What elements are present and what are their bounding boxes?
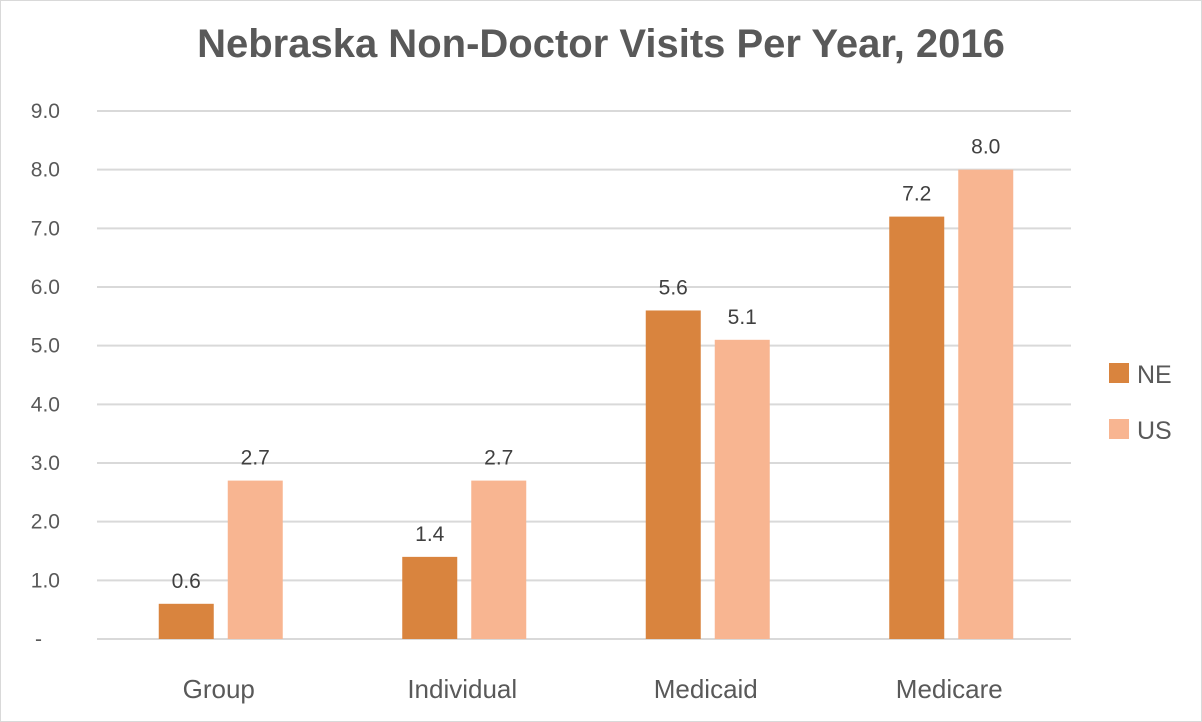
bar-ne-group — [158, 603, 214, 639]
y-tick-label: 1.0 — [31, 569, 60, 592]
y-axis: - 1.0 2.0 3.0 4.0 5.0 6.0 7.0 8.0 9.0 — [31, 100, 60, 651]
bar-ne-medicaid — [645, 310, 701, 639]
bar-us-group — [227, 480, 283, 639]
data-label: 2.7 — [241, 447, 270, 470]
y-tick-label: - — [35, 628, 42, 651]
legend: NE US — [1109, 361, 1172, 445]
bar-us-individual — [471, 480, 527, 639]
legend-swatch-us — [1109, 419, 1129, 439]
bar-ne-individual — [402, 556, 458, 639]
data-label: 5.1 — [728, 306, 757, 329]
chart-title: Nebraska Non-Doctor Visits Per Year, 201… — [197, 22, 1005, 66]
x-tick-label: Medicaid — [654, 674, 758, 704]
x-axis: Group Individual Medicaid Medicare — [183, 674, 1003, 704]
bar-ne-medicare — [889, 216, 945, 639]
bar-us-medicaid — [714, 339, 770, 639]
legend-label-us: US — [1137, 417, 1172, 445]
y-tick-label: 9.0 — [31, 100, 60, 123]
y-tick-label: 4.0 — [31, 393, 60, 416]
data-label: 0.6 — [172, 570, 201, 593]
y-tick-label: 8.0 — [31, 159, 60, 182]
x-tick-label: Group — [183, 674, 255, 704]
data-label: 5.6 — [659, 276, 688, 299]
legend-swatch-ne — [1109, 363, 1129, 383]
legend-label-ne: NE — [1137, 361, 1172, 389]
data-label: 1.4 — [415, 523, 445, 546]
x-tick-label: Individual — [407, 674, 517, 704]
data-labels: 0.6 2.7 1.4 2.7 5.6 5.1 7.2 8.0 — [172, 136, 1001, 593]
data-label: 2.7 — [484, 447, 513, 470]
y-tick-label: 7.0 — [31, 217, 60, 240]
y-tick-label: 3.0 — [31, 452, 60, 475]
y-tick-label: 6.0 — [31, 276, 60, 299]
data-label: 7.2 — [902, 183, 931, 206]
y-tick-label: 5.0 — [31, 335, 60, 358]
y-tick-label: 2.0 — [31, 511, 60, 534]
bars — [158, 169, 1014, 639]
data-label: 8.0 — [971, 136, 1000, 159]
bar-us-medicare — [958, 169, 1014, 639]
x-tick-label: Medicare — [896, 674, 1003, 704]
